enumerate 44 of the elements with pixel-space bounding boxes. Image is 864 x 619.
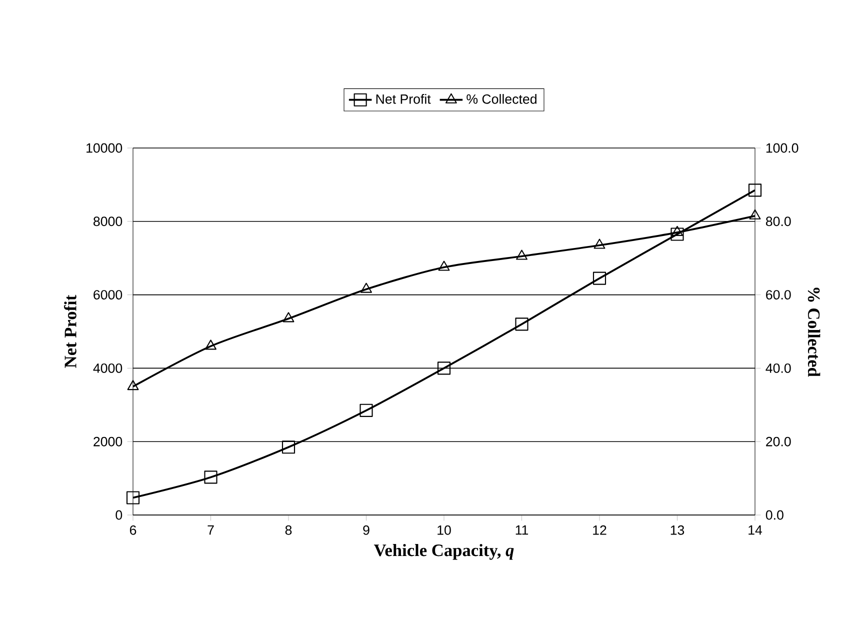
- y-tick-label: 2000: [94, 436, 122, 446]
- point: [360, 404, 373, 417]
- x-tick-label: 8: [285, 525, 292, 535]
- y-tick-label: 0: [116, 510, 122, 520]
- y-axis-title: Net Profit: [64, 294, 76, 368]
- y2-tick-label: 0.0: [766, 510, 784, 520]
- y2-axis-title: % Collected: [808, 288, 820, 377]
- x-tick-label: 10: [438, 525, 451, 535]
- point: [282, 440, 296, 454]
- x-tick-label: 7: [208, 525, 214, 535]
- x-axis-title: Vehicle Capacity, q: [374, 544, 514, 560]
- point: [670, 228, 684, 241]
- point: [127, 380, 139, 390]
- y-tick-label: 10000: [86, 143, 122, 153]
- point: [592, 272, 606, 285]
- y2-tick-label: 40.0: [766, 363, 791, 373]
- x-tick-label: 12: [593, 525, 606, 535]
- x-tick-label: 6: [130, 525, 136, 535]
- point: [515, 318, 528, 331]
- y2-tick-label: 60.0: [766, 290, 791, 300]
- point: [360, 282, 372, 293]
- legend-label: Net Profit: [376, 94, 431, 104]
- point: [126, 491, 140, 504]
- point: [204, 470, 218, 484]
- point: [749, 209, 761, 220]
- point: [594, 238, 606, 249]
- point: [205, 340, 216, 350]
- y-tick-label: 6000: [94, 290, 122, 300]
- y2-tick-label: 20.0: [766, 436, 791, 446]
- x-tick-label: 11: [516, 525, 528, 535]
- x-tick-label: 9: [363, 525, 370, 535]
- point: [282, 312, 294, 322]
- legend-label: % Collected: [466, 94, 536, 104]
- point: [438, 260, 450, 271]
- point: [748, 184, 762, 197]
- point: [672, 226, 683, 236]
- x-tick-label: 14: [748, 525, 762, 535]
- x-tick-label: 13: [670, 525, 684, 535]
- y2-tick-label: 100.0: [766, 143, 798, 153]
- y2-tick-label: 80.0: [766, 216, 791, 226]
- y-tick-label: 4000: [93, 363, 122, 373]
- point: [437, 362, 451, 375]
- point: [516, 250, 528, 260]
- y-tick-label: 8000: [94, 216, 122, 226]
